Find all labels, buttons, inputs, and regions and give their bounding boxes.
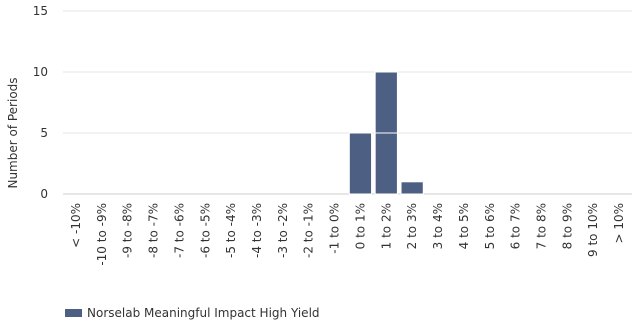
x-tick-label: 4 to 5%: [457, 203, 471, 249]
bars: [348, 71, 424, 195]
bar[interactable]: [374, 71, 398, 195]
x-tick-label: -7 to -6%: [172, 203, 186, 258]
x-tick-label: 5 to 6%: [483, 203, 497, 249]
x-tick-label: 8 to 9%: [560, 203, 574, 249]
bar[interactable]: [348, 132, 373, 195]
x-axis-tick-labels: < -10% -10 to -9% -9 to -8% -8 to -7% -7 to …: [69, 203, 626, 266]
y-tick-label: 15: [33, 4, 48, 18]
x-tick-label: -4 to -3%: [250, 203, 264, 258]
bar-segment: [374, 132, 398, 195]
x-tick-label: < -10%: [69, 203, 83, 248]
x-tick-label: -5 to -4%: [224, 203, 238, 258]
bar[interactable]: [400, 181, 424, 195]
x-tick-label: -9 to -8%: [121, 203, 135, 258]
y-tick-label: 5: [40, 126, 48, 140]
bar-segment: [348, 132, 373, 195]
x-tick-label: 2 to 3%: [405, 203, 419, 249]
legend[interactable]: Norselab Meaningful Impact High Yield: [65, 306, 320, 320]
legend-label: Norselab Meaningful Impact High Yield: [87, 306, 320, 320]
x-tick-label: 7 to 8%: [534, 203, 548, 249]
x-tick-label: 6 to 7%: [509, 203, 523, 249]
x-tick-label: 3 to 4%: [431, 203, 445, 249]
x-tick-label: -3 to -2%: [276, 203, 290, 258]
bar-segment: [374, 71, 398, 134]
x-tick-label: > 10%: [612, 203, 626, 244]
y-tick-label: 10: [33, 65, 48, 79]
y-axis-title: Number of Periods: [6, 77, 20, 188]
x-tick-label: -2 to -1%: [302, 203, 316, 258]
y-axis-tick-labels: 0 5 10 15: [33, 4, 48, 201]
x-tick-label: -1 to 0%: [328, 203, 342, 254]
x-tick-label: 1 to 2%: [379, 203, 393, 249]
x-tick-label: -8 to -7%: [147, 203, 161, 258]
x-tick-label: -10 to -9%: [95, 203, 109, 266]
legend-swatch: [65, 309, 82, 317]
gridlines: [63, 10, 632, 195]
x-tick-label: -6 to -5%: [198, 203, 212, 258]
y-tick-label: 0: [40, 187, 48, 201]
bar-segment: [400, 181, 424, 195]
x-tick-label: 9 to 10%: [586, 203, 600, 257]
x-tick-label: 0 to 1%: [353, 203, 367, 249]
